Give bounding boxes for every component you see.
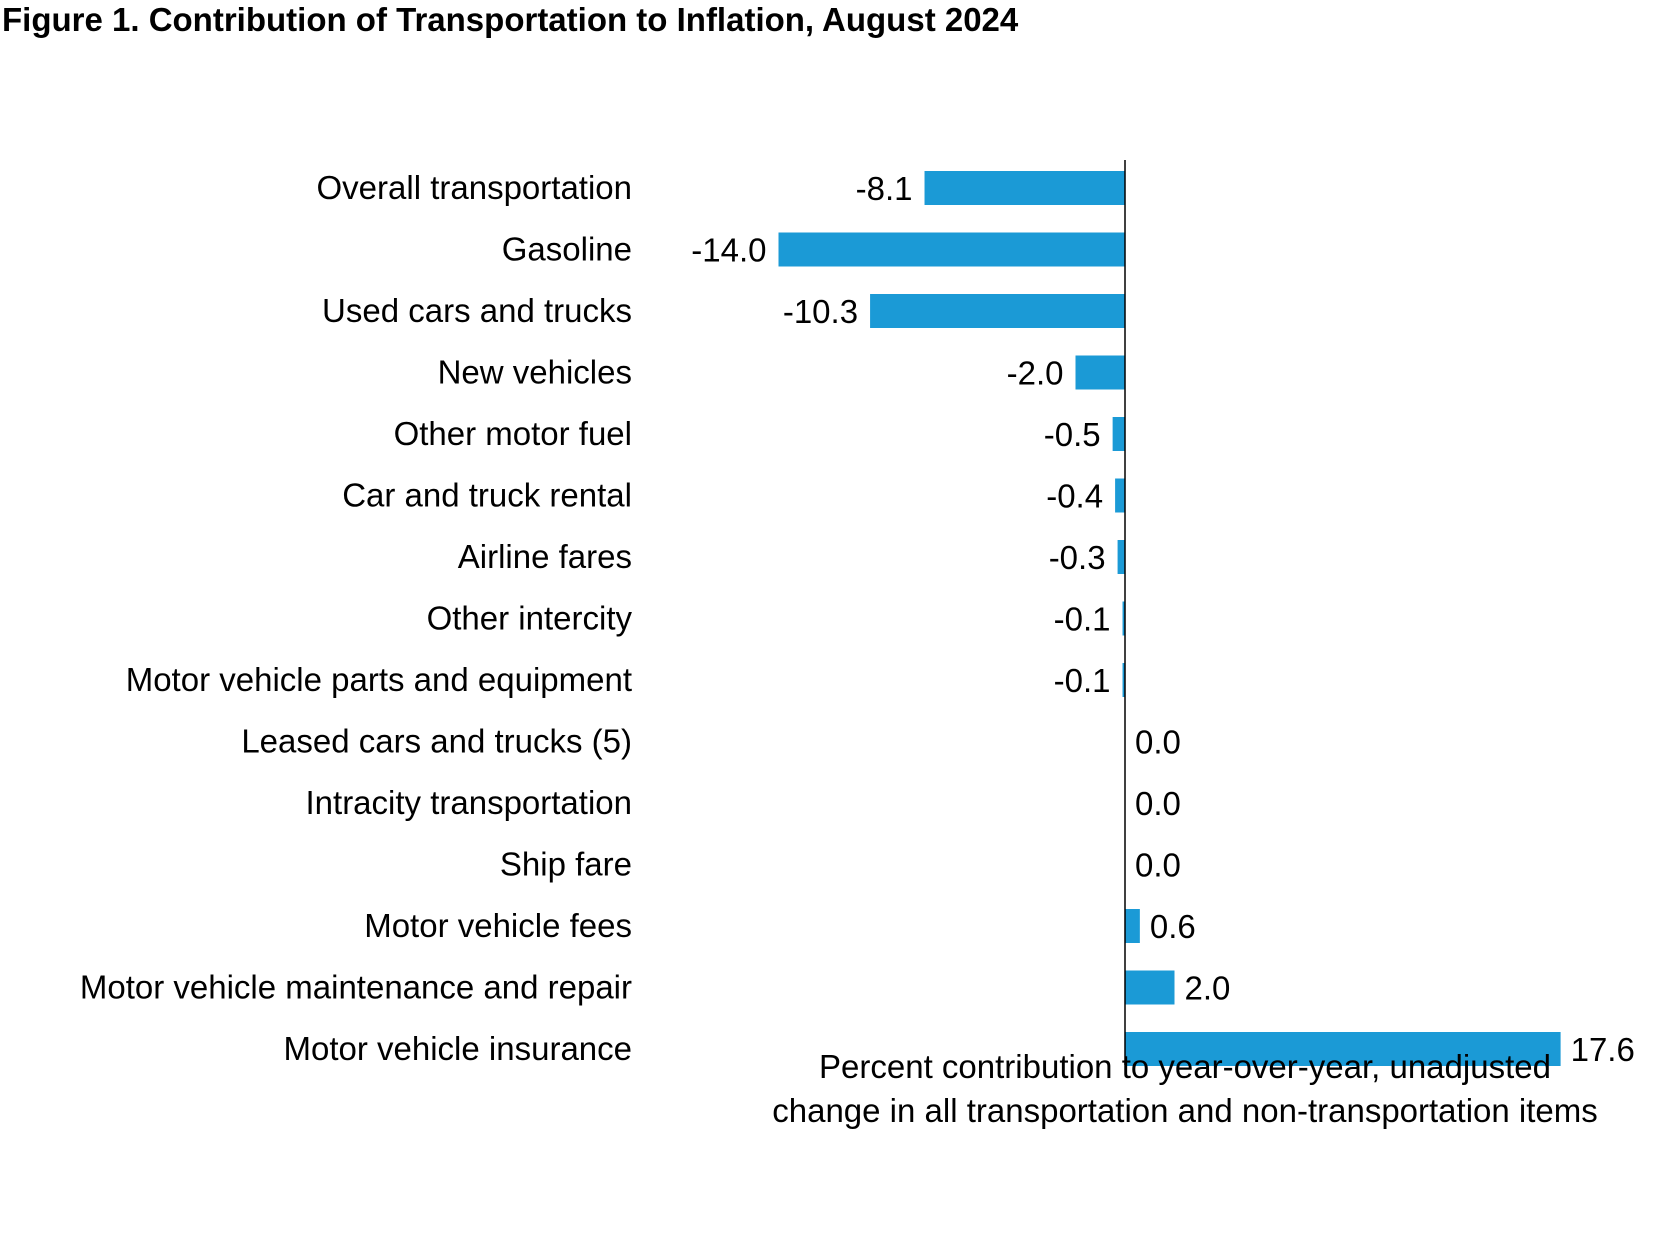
bar-new-vehicles <box>1075 355 1125 390</box>
category-label-leased-cars-and-trucks-5: Leased cars and trucks (5) <box>241 723 632 760</box>
bar-used-cars-and-trucks <box>870 294 1125 328</box>
value-label-ship-fare: 0.0 <box>1135 847 1181 884</box>
value-label-motor-vehicle-parts-and-equipment: -0.1 <box>1054 662 1111 699</box>
value-label-car-and-truck-rental: -0.4 <box>1046 478 1103 515</box>
value-label-intracity-transportation: 0.0 <box>1135 785 1181 822</box>
category-label-intracity-transportation: Intracity transportation <box>306 784 633 821</box>
x-axis-title-line-1: Percent contribution to year-over-year, … <box>819 1048 1551 1085</box>
value-label-motor-vehicle-fees: 0.6 <box>1150 908 1196 945</box>
category-label-overall-transportation: Overall transportation <box>317 169 632 206</box>
x-axis-title-line-2: change in all transportation and non-tra… <box>772 1092 1598 1129</box>
value-label-leased-cars-and-trucks-5: 0.0 <box>1135 724 1181 761</box>
bars-group <box>778 171 1561 1066</box>
value-label-new-vehicles: -2.0 <box>1007 355 1064 392</box>
chart-title: Figure 1. Contribution of Transportation… <box>2 1 1019 38</box>
value-label-overall-transportation: -8.1 <box>856 170 913 207</box>
category-label-new-vehicles: New vehicles <box>438 354 632 391</box>
bar-motor-vehicle-fees <box>1125 909 1140 943</box>
category-label-motor-vehicle-fees: Motor vehicle fees <box>364 907 632 944</box>
bar-motor-vehicle-insurance <box>1125 1032 1561 1066</box>
value-label-gasoline: -14.0 <box>691 232 766 269</box>
value-label-airline-fares: -0.3 <box>1049 539 1106 576</box>
bar-motor-vehicle-maintenance-and-repair <box>1125 970 1175 1005</box>
category-label-other-intercity: Other intercity <box>427 600 633 637</box>
category-label-used-cars-and-trucks: Used cars and trucks <box>322 292 632 329</box>
value-label-motor-vehicle-insurance: 17.6 <box>1571 1031 1635 1068</box>
bar-car-and-truck-rental <box>1115 478 1125 513</box>
value-label-motor-vehicle-maintenance-and-repair: 2.0 <box>1185 970 1231 1007</box>
bar-motor-vehicle-parts-and-equipment <box>1122 663 1125 697</box>
bar-other-motor-fuel <box>1112 417 1125 451</box>
category-label-gasoline: Gasoline <box>502 231 632 268</box>
value-labels: -8.1 -14.0 -10.3 -2.0 -0.5 -0.4 -0.3 -0.1 -0.1 0.… <box>691 170 1635 1068</box>
value-label-other-intercity: -0.1 <box>1054 601 1111 638</box>
category-label-car-and-truck-rental: Car and truck rental <box>342 477 632 514</box>
bar-airline-fares <box>1117 540 1125 574</box>
category-label-ship-fare: Ship fare <box>500 846 632 883</box>
category-labels: Overall transportation Gasoline Used cars … <box>80 169 633 1067</box>
category-label-motor-vehicle-maintenance-and-repair: Motor vehicle maintenance and repair <box>80 969 632 1006</box>
bar-gasoline <box>778 232 1125 267</box>
bar-other-intercity <box>1122 601 1125 636</box>
value-label-other-motor-fuel: -0.5 <box>1044 416 1101 453</box>
value-label-used-cars-and-trucks: -10.3 <box>783 293 858 330</box>
category-label-airline-fares: Airline fares <box>458 538 632 575</box>
category-label-motor-vehicle-insurance: Motor vehicle insurance <box>284 1030 633 1067</box>
category-label-other-motor-fuel: Other motor fuel <box>394 415 632 452</box>
bar-overall-transportation <box>924 171 1125 205</box>
category-label-motor-vehicle-parts-and-equipment: Motor vehicle parts and equipment <box>126 661 632 698</box>
